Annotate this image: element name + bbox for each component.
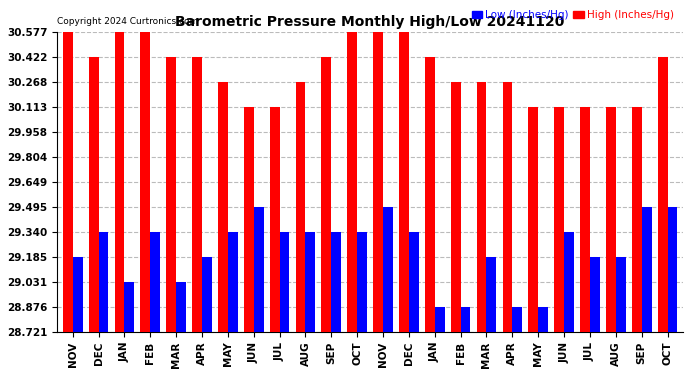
Bar — [373, 32, 383, 332]
Bar — [150, 232, 160, 332]
Bar — [409, 232, 419, 332]
Bar — [461, 307, 471, 332]
Bar — [425, 57, 435, 332]
Bar — [606, 107, 615, 332]
Bar — [72, 257, 83, 332]
Bar — [331, 232, 341, 332]
Bar — [554, 107, 564, 332]
Bar — [615, 257, 626, 332]
Bar — [658, 57, 667, 332]
Bar — [306, 232, 315, 332]
Bar — [451, 82, 461, 332]
Bar — [357, 232, 367, 332]
Bar — [486, 257, 496, 332]
Bar — [270, 107, 279, 332]
Bar — [477, 82, 486, 332]
Bar — [529, 107, 538, 332]
Bar — [166, 57, 176, 332]
Bar — [590, 257, 600, 332]
Bar — [399, 32, 409, 332]
Bar — [202, 257, 212, 332]
Bar — [347, 32, 357, 332]
Bar — [218, 82, 228, 332]
Bar — [244, 107, 254, 332]
Bar — [667, 207, 678, 332]
Bar — [254, 207, 264, 332]
Bar — [99, 232, 108, 332]
Bar — [295, 82, 306, 332]
Text: Copyright 2024 Curtronics.com: Copyright 2024 Curtronics.com — [57, 17, 199, 26]
Legend: Low (Inches/Hg), High (Inches/Hg): Low (Inches/Hg), High (Inches/Hg) — [468, 6, 678, 24]
Bar — [279, 232, 289, 332]
Bar — [513, 307, 522, 332]
Bar — [63, 32, 72, 332]
Bar — [89, 57, 99, 332]
Bar — [632, 107, 642, 332]
Bar — [176, 282, 186, 332]
Bar — [502, 82, 513, 332]
Bar — [538, 307, 548, 332]
Bar — [383, 207, 393, 332]
Bar — [115, 32, 124, 332]
Bar — [642, 207, 651, 332]
Title: Barometric Pressure Monthly High/Low 20241120: Barometric Pressure Monthly High/Low 202… — [175, 15, 565, 30]
Bar — [580, 107, 590, 332]
Bar — [193, 57, 202, 332]
Bar — [124, 282, 135, 332]
Bar — [435, 307, 444, 332]
Bar — [141, 32, 150, 332]
Bar — [322, 57, 331, 332]
Bar — [228, 232, 237, 332]
Bar — [564, 232, 574, 332]
